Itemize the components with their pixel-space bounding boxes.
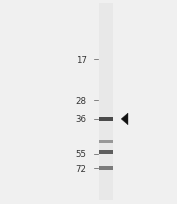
Polygon shape (121, 113, 128, 125)
Text: 28: 28 (76, 96, 87, 105)
Text: 72: 72 (76, 164, 87, 173)
Bar (99, 150, 113, 154)
Bar (99, 166, 113, 170)
Bar (99, 140, 113, 143)
Text: 36: 36 (76, 115, 87, 124)
Bar (99, 117, 113, 122)
Text: 55: 55 (76, 150, 87, 159)
Text: 17: 17 (76, 56, 87, 65)
Bar (99, 4, 113, 200)
